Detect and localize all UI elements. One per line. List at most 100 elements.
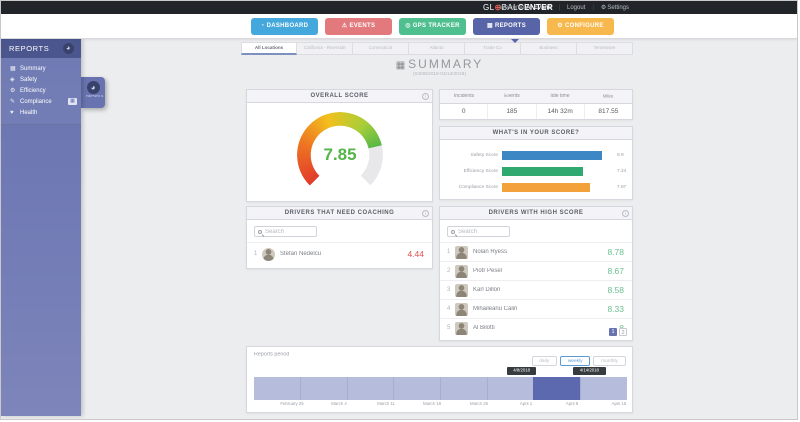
tab-atlanta[interactable]: Atlanta	[409, 42, 465, 55]
welcome-label: Welcome Al Evans	[499, 4, 552, 11]
axis-tick: March 11	[377, 402, 395, 407]
high-score-search	[447, 226, 510, 237]
gear-icon: ⚙	[600, 5, 607, 11]
overall-score-gauge	[297, 112, 383, 198]
overall-score-value: 7.85	[323, 145, 357, 164]
logo-text: GL	[483, 3, 495, 12]
reports-sidebar: REPORTS ◕ ▦ Summary ◈ Safety ⚙ Efficiency ✎…	[1, 39, 81, 416]
sidebar-item-health[interactable]: ♥ Health	[10, 109, 38, 116]
warning-icon: ⚠	[341, 23, 348, 29]
weekly-button[interactable]: weekly	[559, 356, 590, 366]
tab-all-locations[interactable]: All Locations	[241, 42, 297, 55]
tab-connecticut[interactable]: Connecticut	[353, 42, 409, 55]
flyout-label: REPORTS	[86, 95, 104, 99]
efficiency-score-bar	[502, 166, 584, 176]
sidebar-menu: ▦ Summary ◈ Safety ⚙ Efficiency ✎ Compliance…	[1, 58, 81, 125]
reports-button[interactable]: ▦ REPORTS	[473, 18, 540, 35]
driver-score: 8.58	[607, 285, 624, 295]
pen-icon: ✎	[10, 99, 16, 105]
page-1-button[interactable]: 1	[609, 328, 617, 336]
efficiency-score-label: Efficiency Score	[463, 168, 498, 174]
high-score-search-input[interactable]	[458, 227, 508, 236]
logout-link[interactable]: Logout	[567, 4, 586, 11]
compliance-score-label: Compliance Score	[458, 184, 498, 190]
sidebar-item-compliance[interactable]: ✎ Compliance ▦	[1, 96, 81, 107]
high-score-driver-row[interactable]: 4 Mihaileanu Calin 8.33	[440, 299, 632, 318]
shield-icon: ◈	[10, 77, 15, 83]
sidebar-item-safety[interactable]: ◈ Safety	[10, 76, 38, 84]
info-icon[interactable]: i	[422, 210, 429, 217]
stats-col-incidents: Incidents	[453, 93, 475, 99]
driver-avatar	[455, 302, 468, 316]
coaching-search-input[interactable]	[265, 227, 315, 236]
overall-score-gauge-wrap: 7.85	[297, 112, 383, 198]
high-score-driver-row[interactable]: 2 Piotr Pesel 8.67	[440, 261, 632, 280]
page-title: ▦ SUMMARY	[395, 57, 484, 71]
reports-period-label: Reports period	[254, 352, 290, 358]
axis-tick: March 18	[422, 402, 441, 407]
configure-button[interactable]: ⚙ CONFIGURE	[547, 18, 614, 35]
user-name: Al Evans	[526, 4, 552, 11]
driver-avatar	[262, 247, 275, 261]
date-range: (04/08/2018-04/14/2018)	[413, 72, 466, 77]
info-icon[interactable]: i	[422, 93, 429, 100]
bar-chart-icon: ▦	[395, 60, 406, 71]
high-score-driver-row[interactable]: 3 Karl Dillon 8.58	[440, 280, 632, 299]
app-logo: GL⊕BALCENTER	[483, 1, 553, 14]
driver-rank: 1	[447, 249, 451, 255]
compliance-badge-icon[interactable]: ▦	[68, 98, 77, 105]
selected-week-segment[interactable]	[533, 377, 580, 400]
score-breakdown-header: WHAT'S IN YOUR SCORE?	[440, 127, 632, 140]
monthly-button[interactable]: monthly	[592, 356, 626, 366]
axis-tick: April 8	[565, 402, 579, 407]
sidebar-item-summary[interactable]: ▦ Summary	[10, 65, 46, 73]
selection-end-tooltip: 4/14/2018	[573, 367, 606, 375]
divider: |	[592, 4, 594, 11]
sidebar-item-efficiency[interactable]: ⚙ Efficiency	[10, 87, 46, 95]
safety-score-bar	[502, 150, 602, 160]
tab-california-riverside[interactable]: California - Riverside	[297, 42, 353, 55]
efficiency-score-row: Efficiency Score 7.24	[440, 163, 632, 179]
driver-rank: 4	[447, 306, 451, 312]
coaching-driver-row[interactable]: 1 Stefan Nedelcu 4.44	[247, 242, 432, 265]
page-2-button[interactable]: 2	[619, 328, 627, 336]
gps-tracker-button[interactable]: ◎ GPS TRACKER	[399, 18, 466, 35]
score-breakdown-chart: Safety Score 8.9 Efficiency Score 7.24 C…	[440, 140, 632, 195]
dashboard-button[interactable]: ◔ DASHBOARD	[251, 18, 318, 35]
overall-score-header: OVERALL SCORE i	[247, 90, 432, 103]
stats-value-row: 0 185 14h 32m 817.55	[440, 104, 632, 119]
driver-score: 8.33	[607, 304, 624, 314]
tab-tennessee[interactable]: Tennessee	[577, 42, 633, 55]
compliance-score-value: 7.87	[617, 184, 627, 190]
high-score-driver-row[interactable]: 1 Nolan Ryess 8.78	[440, 242, 632, 261]
reports-flyout-tab[interactable]: ◕ REPORTS	[81, 77, 105, 108]
events-button[interactable]: ⚠ EVENTS	[325, 18, 392, 35]
idle-time-value: 14h 32m	[537, 104, 585, 119]
stats-col-events: Events	[504, 93, 520, 99]
settings-link[interactable]: ⚙Settings	[600, 5, 629, 11]
miles-value: 817.55	[598, 108, 619, 115]
sidebar-header: REPORTS ◕	[1, 39, 81, 58]
driver-name: Stefan Nedelcu	[280, 251, 322, 257]
coaching-header: DRIVERS THAT NEED COACHING i	[247, 207, 432, 220]
axis-tick: March 25	[469, 402, 488, 407]
tab-business[interactable]: Business	[521, 42, 577, 55]
daily-button[interactable]: daily	[532, 356, 557, 366]
driver-avatar	[455, 321, 468, 335]
safety-score-value: 8.9	[617, 152, 624, 158]
efficiency-score-value: 7.24	[617, 168, 627, 174]
sidebar-title: REPORTS	[9, 44, 50, 53]
info-icon[interactable]: i	[622, 210, 629, 217]
safety-score-row: Safety Score 8.9	[440, 147, 632, 163]
axis-tick: April 1	[519, 402, 533, 407]
tab-trade-co[interactable]: Trade Co	[465, 42, 521, 55]
chart-icon: ▦	[486, 23, 493, 29]
high-score-header: DRIVERS WITH HIGH SCORE i	[440, 207, 632, 220]
safety-score-label: Safety Score	[470, 152, 498, 158]
driver-name: Nolan Ryess	[473, 249, 508, 255]
driver-avatar	[455, 283, 468, 297]
high-score-driver-row[interactable]: 5 Al Bilotti 8	[440, 318, 632, 337]
main-nav-bar: ◔ DASHBOARD ⚠ EVENTS ◎ GPS TRACKER ▦ REPORTS…	[1, 14, 797, 43]
timeline-axis: February 25 March 4 March 11 March 18 Ma…	[247, 402, 634, 410]
pie-chart-icon: ◕	[63, 43, 74, 54]
